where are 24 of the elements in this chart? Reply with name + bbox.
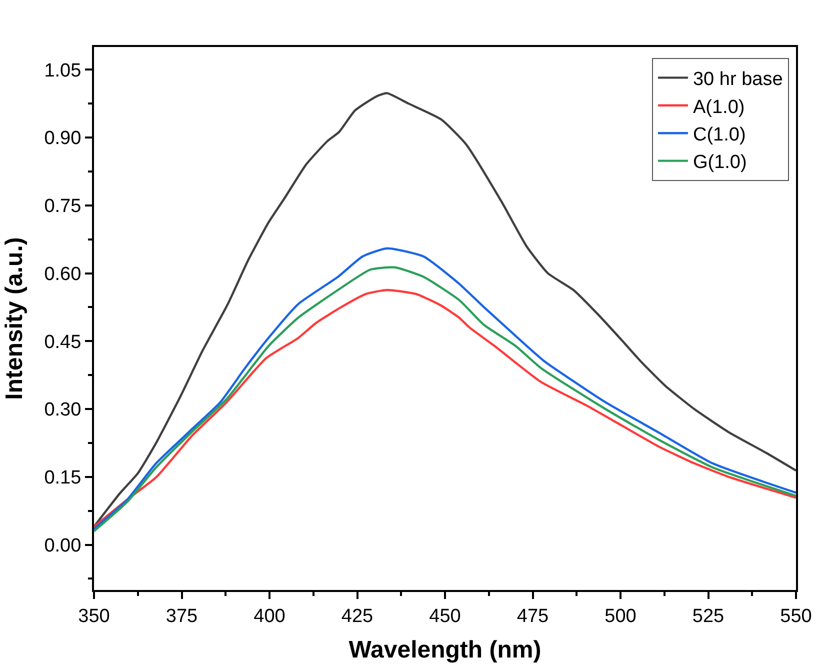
y-axis-title: Intensity (a.u.) [0, 237, 28, 400]
legend-label: C(1.0) [692, 124, 746, 146]
y-tick-label: 1.05 [44, 60, 82, 82]
x-tick-label: 400 [254, 606, 286, 627]
legend-label: 30 hr base [692, 69, 783, 90]
x-tick-label: 550 [780, 606, 812, 627]
legend-label: G(1.0) [692, 152, 747, 174]
x-tick-label: 350 [78, 606, 110, 627]
x-tick-label: 425 [341, 606, 374, 627]
y-tick-label: 0.75 [44, 196, 82, 218]
legend-label: A(1.0) [692, 96, 745, 118]
y-tick-label: 0.45 [44, 332, 82, 353]
line-series [94, 92, 796, 528]
x-tick-label: 375 [166, 606, 198, 627]
x-axis-title: Wavelength (nm) [348, 636, 542, 664]
x-tick-label: 525 [692, 606, 724, 627]
x-tick-label: 475 [516, 606, 549, 627]
y-tick-label: 0.00 [44, 535, 82, 556]
y-tick-label: 0.15 [44, 468, 82, 489]
y-tick-label: 0.30 [44, 400, 82, 421]
y-tick-label: 0.60 [44, 264, 82, 285]
x-tick-label: 450 [429, 606, 461, 627]
y-tick-label: 0.90 [44, 128, 82, 150]
x-tick-label: 500 [604, 606, 636, 627]
